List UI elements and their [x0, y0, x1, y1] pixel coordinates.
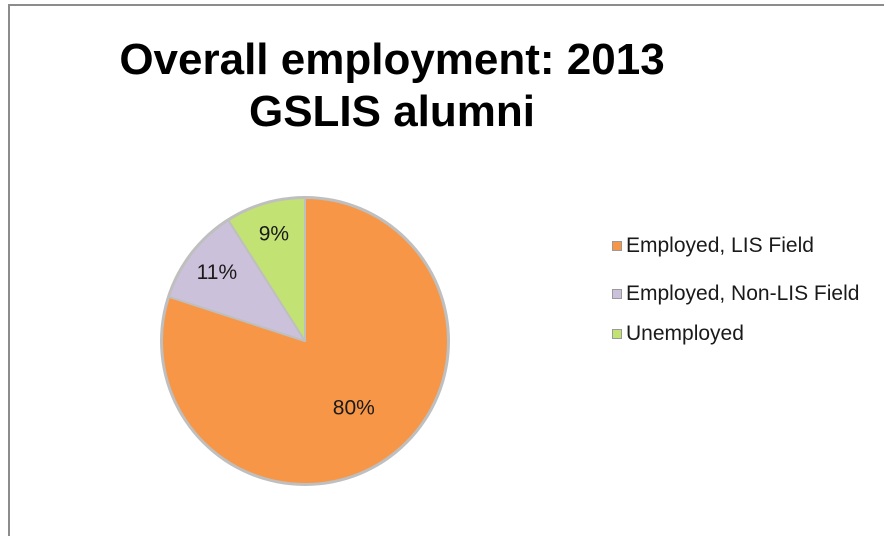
- chart-title-line-1: Overall employment: 2013: [119, 35, 665, 84]
- pie-slice-unemployed: [227, 197, 306, 342]
- legend-label-unemployed: Unemployed: [626, 322, 744, 345]
- pie-slice-employed-non-lis: [168, 219, 306, 342]
- data-label-unemployed: 9%: [259, 222, 289, 245]
- legend-label-employed-non-lis: Employed, Non-LIS Field: [626, 282, 860, 305]
- legend-item-employed-non-lis: Employed, Non-LIS Field: [610, 280, 880, 308]
- chart-area: [8, 4, 884, 536]
- chart-title: Overall employment: 2013 GSLIS alumni: [12, 34, 772, 138]
- legend-item-unemployed: Unemployed: [610, 320, 880, 348]
- data-label-employed-lis: 80%: [333, 397, 375, 420]
- legend-swatch-unemployed: [612, 329, 622, 339]
- chart-legend: Employed, LIS Field Employed, Non-LIS Fi…: [610, 232, 880, 368]
- legend-swatch-employed-lis: [612, 241, 622, 251]
- legend-swatch-employed-non-lis: [612, 289, 622, 299]
- legend-item-employed-lis: Employed, LIS Field: [610, 232, 880, 260]
- legend-label-employed-lis: Employed, LIS Field: [626, 234, 814, 257]
- chart-title-line-2: GSLIS alumni: [248, 87, 536, 136]
- data-label-employed-non-lis: 11%: [197, 261, 237, 284]
